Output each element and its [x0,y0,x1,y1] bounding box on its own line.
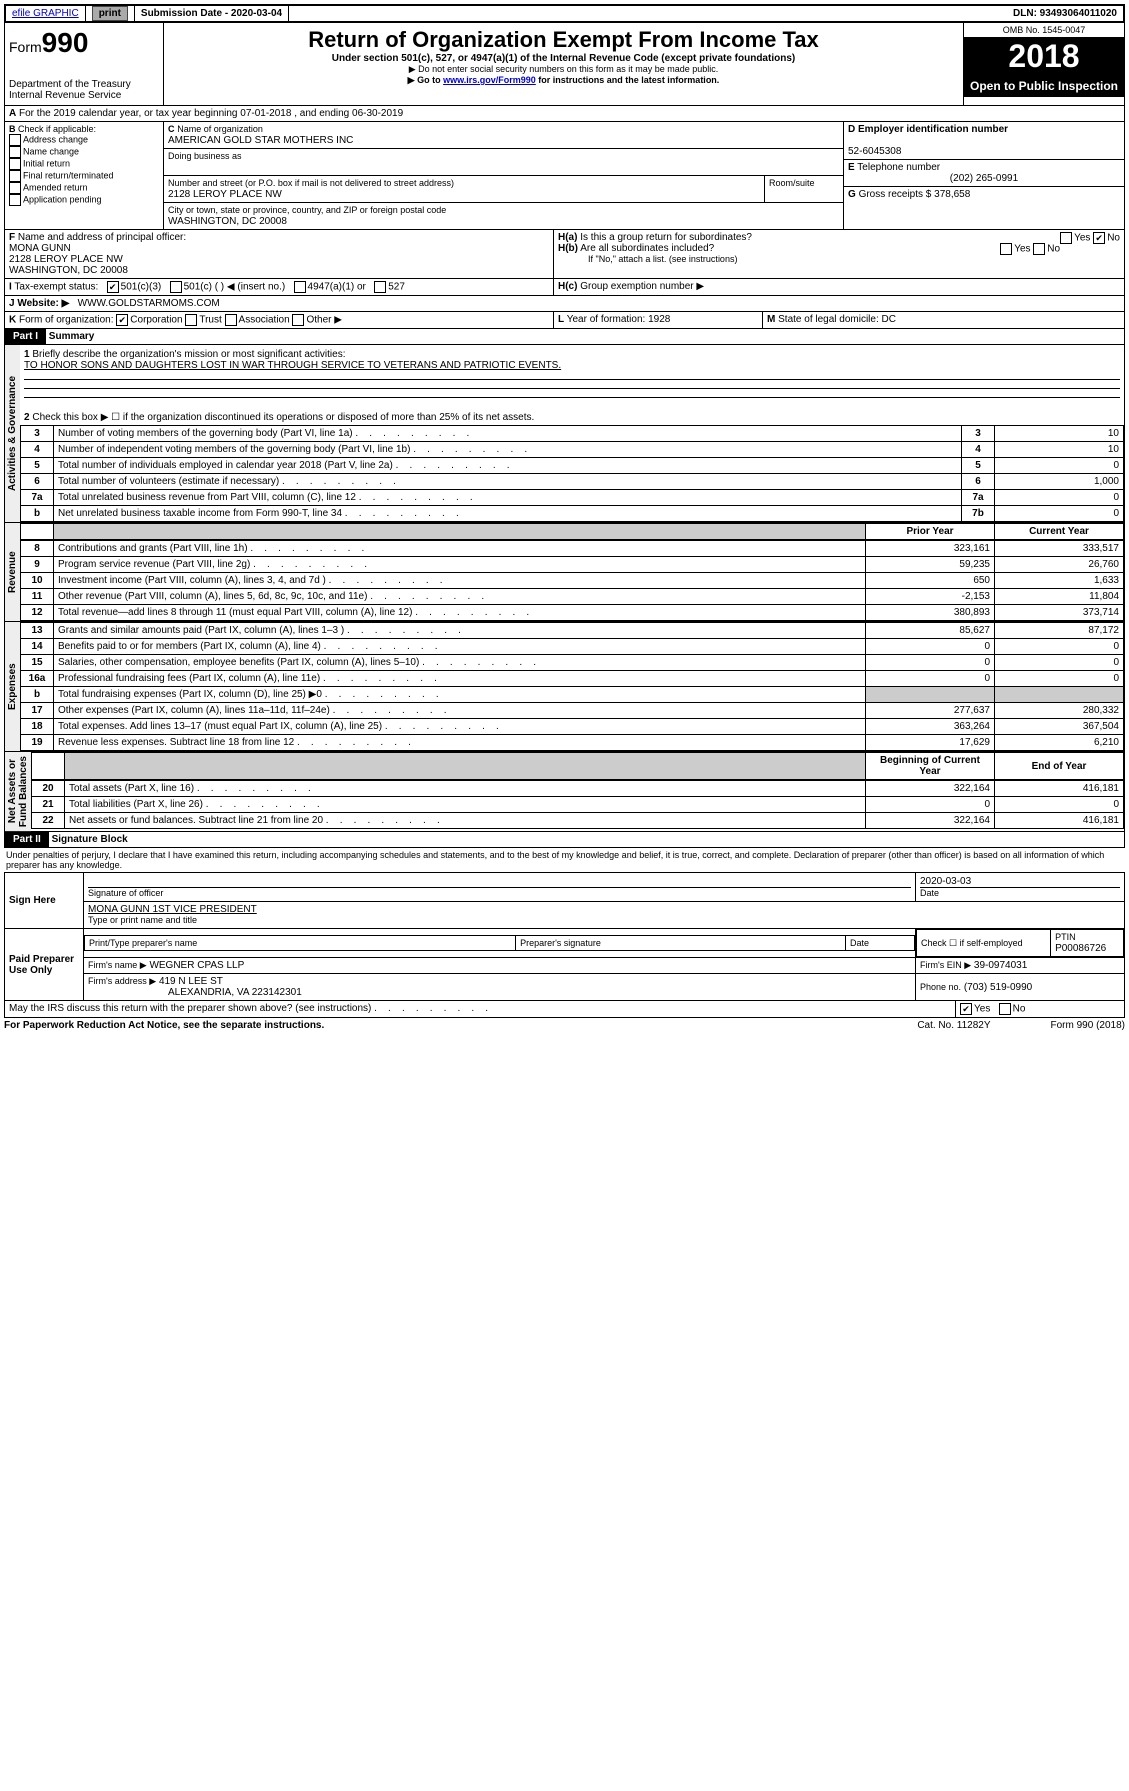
part-ii-header: Part II Signature Block [4,832,1125,848]
print-cell: print [86,6,135,21]
part-i-header: Part I Summary [4,329,1125,345]
org-name: AMERICAN GOLD STAR MOTHERS INC [168,135,353,146]
form-title: Return of Organization Exempt From Incom… [168,27,959,53]
block-fh: F Name and address of principal officer:… [4,230,1125,279]
subtitle-2: ▶ Do not enter social security numbers o… [168,64,959,75]
block-bcdefg: B Check if applicable: Address change Na… [4,122,1125,230]
org-city: WASHINGTON, DC 20008 [168,216,287,227]
top-bar: efile GRAPHIC print Submission Date - 20… [4,4,1125,23]
irs-link[interactable]: www.irs.gov/Form990 [443,75,536,85]
ein: 52-6045308 [848,146,901,157]
dln: DLN: 93493064011020 [1007,6,1123,21]
mission: TO HONOR SONS AND DAUGHTERS LOST IN WAR … [24,360,561,371]
form-header: Form990 Department of the Treasury Inter… [4,23,1125,106]
block-j: J Website: ▶ WWW.GOLDSTARMOMS.COM [4,296,1125,312]
tax-year: 2018 [964,38,1124,75]
print-button[interactable]: print [92,6,128,21]
telephone: (202) 265-0991 [848,173,1120,184]
website: WWW.GOLDSTARMOMS.COM [78,298,220,309]
gross-receipts: 378,658 [934,189,970,200]
firm-phone: (703) 519-0990 [964,982,1032,993]
perjury-declaration: Under penalties of perjury, I declare th… [4,848,1125,872]
ptin: P00086726 [1055,943,1106,954]
block-klm: K Form of organization: ✔Corporation Tru… [4,312,1125,329]
revenue-section: Revenue Prior YearCurrent Year 8Contribu… [4,523,1125,622]
submission-date: Submission Date - 2020-03-04 [135,6,289,21]
officer-sig-name: MONA GUNN 1ST VICE PRESIDENT [88,904,257,915]
org-address: 2128 LEROY PLACE NW [168,189,282,200]
sig-date: 2020-03-03 [920,876,971,887]
state-domicile: DC [882,314,896,325]
expenses-section: Expenses 13Grants and similar amounts pa… [4,622,1125,752]
irs-discuss: May the IRS discuss this return with the… [4,1001,1125,1018]
open-to-public: Open to Public Inspection [964,75,1124,97]
line-a: A For the 2019 calendar year, or tax yea… [5,106,1124,121]
form-number: Form990 [9,27,159,59]
signature-table: Sign Here Signature of officer 2020-03-0… [4,872,1125,1001]
firm-name: WEGNER CPAS LLP [149,960,244,971]
year-formation: 1928 [648,314,670,325]
block-i: I Tax-exempt status: ✔501(c)(3) 501(c) (… [4,279,1125,296]
b-header: Check if applicable: [18,124,96,134]
officer-name: MONA GUNN [9,243,71,254]
subtitle-1: Under section 501(c), 527, or 4947(a)(1)… [168,53,959,64]
efile-link[interactable]: efile GRAPHIC [12,8,79,19]
netassets-section: Net Assets or Fund Balances Beginning of… [4,752,1125,832]
efile-label: efile GRAPHIC [6,6,86,21]
firm-ein: 39-0974031 [974,960,1027,971]
omb-number: OMB No. 1545-0047 [964,23,1124,38]
governance-section: Activities & Governance 1 Briefly descri… [4,345,1125,523]
subtitle-3: ▶ Go to www.irs.gov/Form990 for instruct… [168,75,959,86]
footer: For Paperwork Reduction Act Notice, see … [4,1018,1125,1033]
dept-treasury: Department of the Treasury Internal Reve… [9,79,159,101]
